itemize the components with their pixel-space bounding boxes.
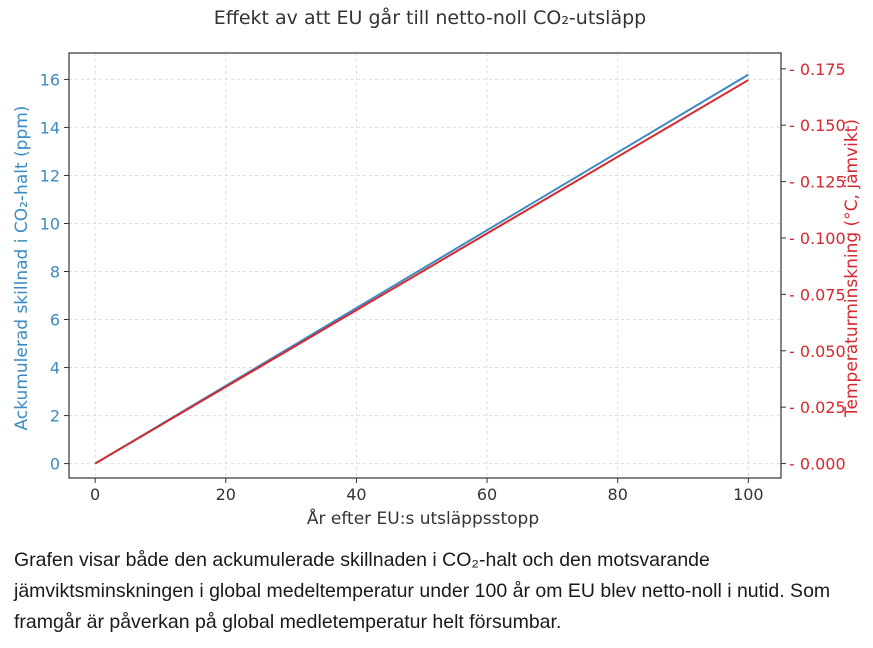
y-right-tick-label: - 0.100 [789, 229, 846, 248]
y-left-tick-label: 16 [40, 70, 60, 89]
y-left-tick-label: 2 [50, 407, 60, 426]
plot-frame [68, 52, 782, 479]
grid [69, 53, 781, 478]
y-axis-label-right: Temperaturminskning (°C, jämvikt) [842, 119, 862, 418]
x-tick-label: 60 [477, 485, 497, 504]
y-left-tick-label: 0 [50, 455, 60, 474]
y-left-tick-label: 4 [50, 359, 60, 378]
y-left-tick-label: 12 [40, 166, 60, 185]
y-left-tick-label: 6 [50, 311, 60, 330]
y-right-tick-label: - 0.075 [789, 285, 846, 304]
x-tick-label: 0 [90, 485, 100, 504]
y-left-tick-label: 10 [40, 214, 60, 233]
x-tick-label: 40 [346, 485, 366, 504]
y-right-tick-label: - 0.125 [789, 173, 846, 192]
y-right-tick-label: - 0.025 [789, 398, 846, 417]
chart: Effekt av att EU går till netto-noll CO₂… [12, 6, 862, 529]
y-right-tick-label: - 0.175 [789, 60, 846, 79]
chart-title: Effekt av att EU går till netto-noll CO₂… [214, 6, 646, 29]
series-lines [94, 73, 749, 465]
x-tick-label: 20 [216, 485, 236, 504]
y-left-tick-label: 8 [50, 263, 60, 282]
y-axis-label-left: Ackumulerad skillnad i CO₂-halt (ppm) [12, 106, 32, 431]
x-axis-label: År efter EU:s utsläppsstopp [307, 507, 539, 529]
y-right-tick-label: - 0.050 [789, 342, 846, 361]
caption: Grafen visar både den ackumulerade skill… [14, 549, 831, 633]
y-right-tick-label: - 0.000 [789, 455, 846, 474]
plot-border [68, 52, 782, 479]
x-tick-label: 100 [733, 485, 764, 504]
x-tick-label: 80 [608, 485, 628, 504]
y-right-tick-label: - 0.150 [789, 116, 846, 135]
ticks: 0 20 40 60 80 100 0 2 4 6 8 10 12 14 16 - 0.000 - 0.025 -… [40, 60, 846, 504]
series-line-right [94, 79, 749, 465]
y-left-tick-label: 14 [40, 118, 60, 137]
